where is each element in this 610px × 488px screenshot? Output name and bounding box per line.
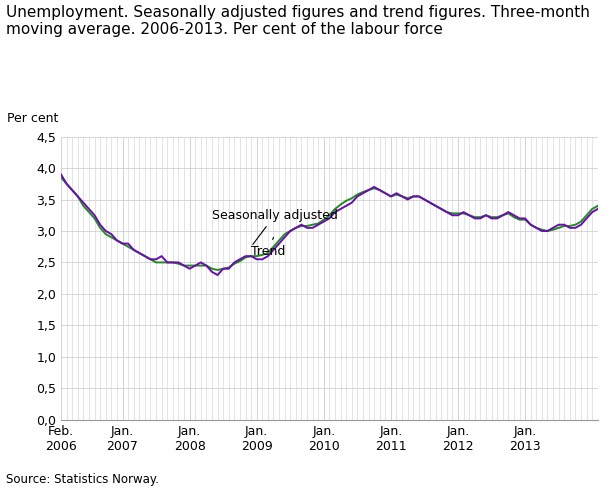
Text: Seasonally adjusted: Seasonally adjusted [212, 208, 338, 244]
Text: Unemployment. Seasonally adjusted figures and trend figures. Three-month
moving : Unemployment. Seasonally adjusted figure… [6, 5, 590, 37]
Text: Source: Statistics Norway.: Source: Statistics Norway. [6, 472, 159, 486]
Text: Trend: Trend [251, 237, 285, 258]
Text: Per cent: Per cent [7, 112, 59, 125]
